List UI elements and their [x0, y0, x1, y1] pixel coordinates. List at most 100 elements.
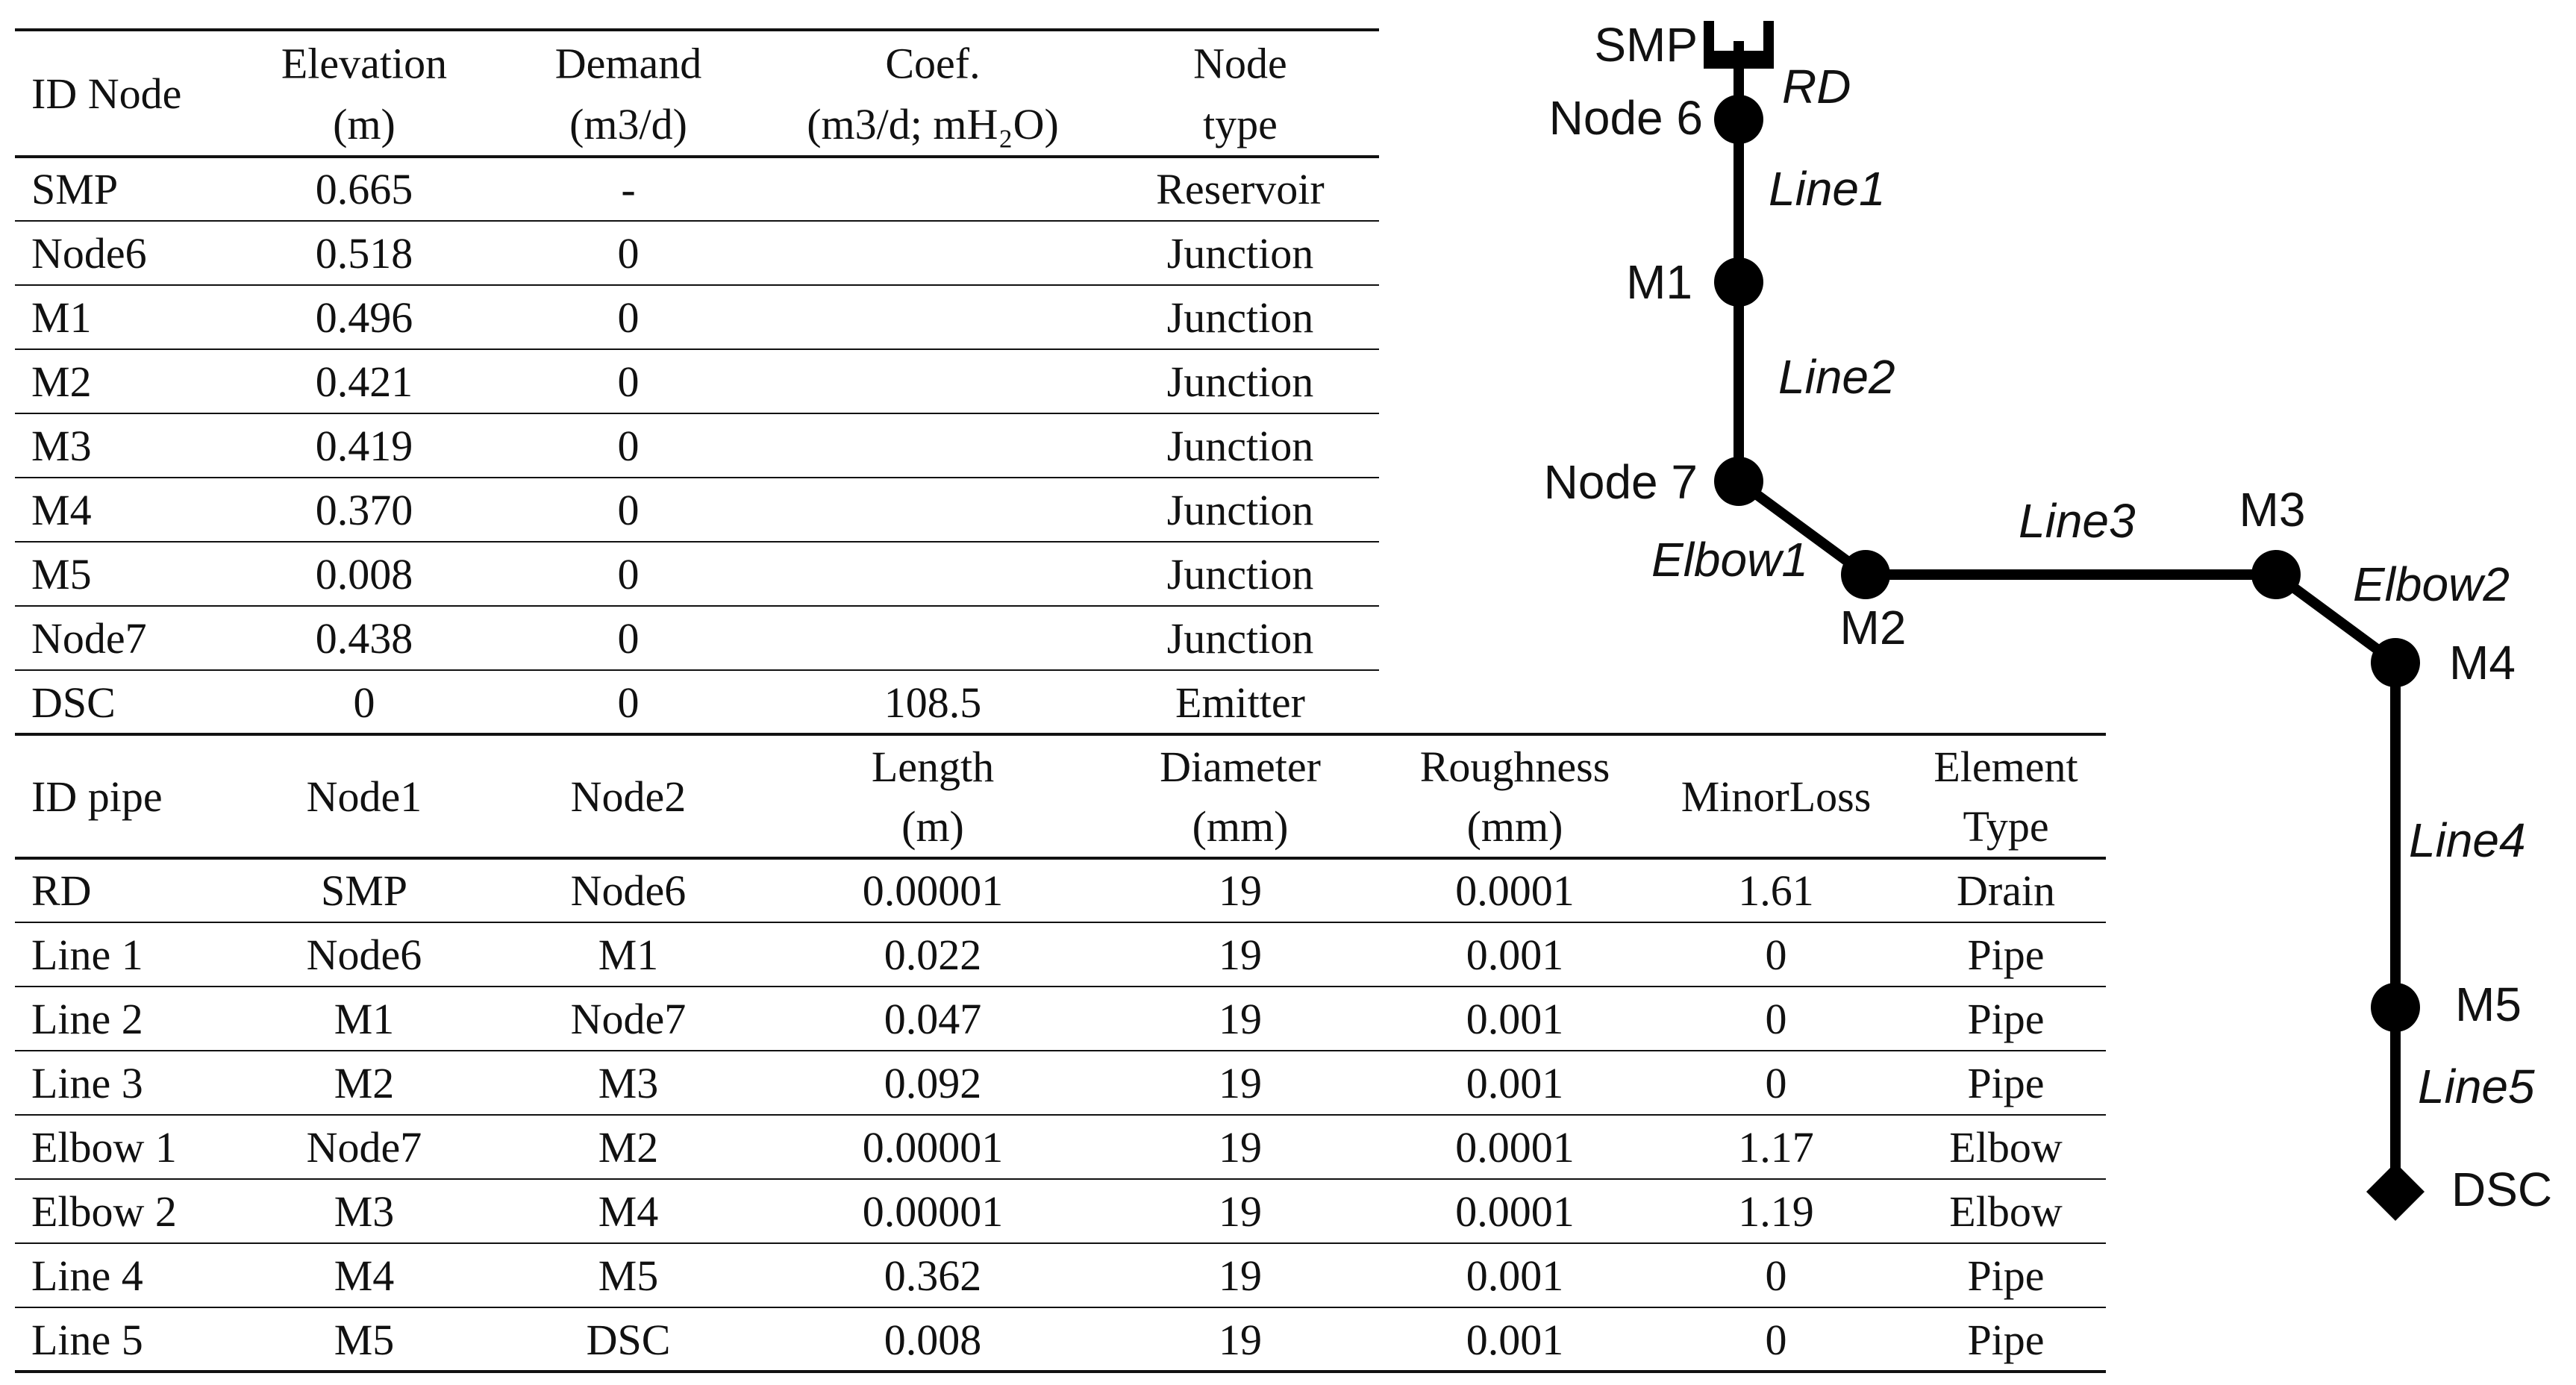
- label-m2: M2: [1840, 601, 1907, 654]
- pipes-table-header-4-line-0: Diameter: [1160, 742, 1321, 791]
- pipes-table-header-4-line-1: (mm): [1192, 802, 1289, 851]
- label-line5: Line5: [2418, 1060, 2535, 1113]
- nodes-table-cell-0: M1: [31, 293, 92, 342]
- nodes-table-row: M3 0.419 0 Junction: [31, 422, 1313, 470]
- network-diagram: SMP Node 6 M1 Node 7 M2 M3 M4 M5 DSC RD …: [1544, 18, 2552, 1221]
- pipes-table-header-5-line-0: Roughness: [1420, 742, 1610, 791]
- nodes-table-row: M2 0.421 0 Junction: [31, 357, 1313, 406]
- pipes-table-cell-0: Elbow 1: [31, 1123, 177, 1172]
- pipes-table-cell-7: Pipe: [1967, 1316, 2044, 1364]
- pipes-table-cell-2: M5: [598, 1251, 659, 1300]
- pipe-path: [1734, 41, 2401, 1190]
- pipes-table-row: Line 2 M1 Node7 0.047 19 0.001 0 Pipe: [31, 995, 2045, 1043]
- pipes-table-header-1: Node1: [307, 772, 422, 821]
- pipes-table-cell-1: M1: [334, 995, 395, 1043]
- nodes-table: ID Node Elevation (m) Demand (m3/d) Coef. (m3/…: [15, 28, 1379, 727]
- label-node6: Node 6: [1549, 91, 1703, 145]
- pipes-table-header-5-line-1: (mm): [1467, 802, 1563, 851]
- nodes-table-cell-4: Junction: [1167, 357, 1314, 406]
- nodes-table-cell-0: SMP: [31, 165, 118, 213]
- nodes-table-row: Node6 0.518 0 Junction: [31, 229, 1313, 278]
- pipes-table-cell-4: 19: [1219, 866, 1262, 915]
- nodes-table-row: M4 0.370 0 Junction: [31, 486, 1313, 534]
- nodes-table-cell-4: Reservoir: [1156, 165, 1325, 213]
- nodes-table-cell-0: M5: [31, 550, 92, 598]
- nodes-table-cell-2: 0: [618, 486, 640, 534]
- nodes-table-cell-4: Junction: [1167, 486, 1314, 534]
- pipes-table-cell-7: Pipe: [1967, 995, 2044, 1043]
- nodes-table-row: M5 0.008 0 Junction: [31, 550, 1313, 598]
- pipes-table-cell-7: Elbow: [1949, 1123, 2063, 1172]
- node-6-marker: [1714, 95, 1763, 144]
- pipes-table-cell-2: DSC: [587, 1316, 671, 1364]
- pipes-table-cell-5: 0.0001: [1455, 866, 1575, 915]
- pipes-table-cell-3: 0.00001: [863, 1123, 1004, 1172]
- pipes-table-header-0: ID pipe: [31, 772, 163, 821]
- nodes-table-cell-2: -: [621, 165, 635, 213]
- pipes-table-cell-7: Pipe: [1967, 1059, 2044, 1107]
- nodes-table-row: M1 0.496 0 Junction: [31, 293, 1313, 342]
- pipes-table-cell-7: Elbow: [1949, 1187, 2063, 1236]
- label-elbow2: Elbow2: [2353, 557, 2510, 611]
- nodes-table-cell-1: 0.518: [316, 229, 413, 278]
- pipes-table-cell-0: Line 5: [31, 1316, 143, 1364]
- node-m2-marker: [1841, 550, 1890, 599]
- node-m1-marker: [1714, 257, 1763, 307]
- pipes-table-row: Elbow 2 M3 M4 0.00001 19 0.0001 1.19 Elbow: [31, 1187, 2063, 1236]
- nodes-table-cell-1: 0.008: [316, 550, 413, 598]
- pipes-table-cell-1: M5: [334, 1316, 395, 1364]
- label-smp: SMP: [1594, 18, 1698, 72]
- pipes-table-cell-0: Elbow 2: [31, 1187, 177, 1236]
- nodes-table-cell-0: M4: [31, 486, 92, 534]
- pipes-table-row: Line 5 M5 DSC 0.008 19 0.001 0 Pipe: [31, 1316, 2045, 1364]
- label-elbow1: Elbow1: [1651, 533, 1808, 587]
- label-rd: RD: [1782, 60, 1851, 113]
- nodes-table-cell-4: Junction: [1167, 229, 1314, 278]
- label-m5: M5: [2455, 978, 2522, 1031]
- nodes-table-header-4-line-1: type: [1203, 100, 1278, 148]
- nodes-table-cell-4: Junction: [1167, 550, 1314, 598]
- pipes-table-cell-1: M2: [334, 1059, 395, 1107]
- pipes-table-cell-5: 0.001: [1466, 1059, 1564, 1107]
- nodes-table-cell-2: 0: [618, 229, 640, 278]
- label-line1: Line1: [1769, 162, 1886, 216]
- pipes-table-cell-4: 19: [1219, 1251, 1262, 1300]
- pipes-table-cell-1: Node7: [307, 1123, 422, 1172]
- pipes-table-cell-3: 0.362: [884, 1251, 982, 1300]
- pipes-table-header-3-line-0: Length: [872, 742, 994, 791]
- nodes-table-cell-0: Node6: [31, 229, 147, 278]
- pipes-table-cell-0: Line 3: [31, 1059, 143, 1107]
- pipes-table-header-2: Node2: [571, 772, 687, 821]
- pipes-table-cell-0: Line 2: [31, 995, 143, 1043]
- pipes-table-cell-6: 1.19: [1738, 1187, 1814, 1236]
- node-m4-marker: [2371, 638, 2420, 687]
- pipes-table-cell-6: 0: [1766, 1316, 1787, 1364]
- pipes-table-cell-5: 0.0001: [1455, 1123, 1575, 1172]
- pipes-table-row: Line 3 M2 M3 0.092 19 0.001 0 Pipe: [31, 1059, 2045, 1107]
- pipes-table-cell-4: 19: [1219, 931, 1262, 979]
- label-m1: M1: [1626, 255, 1692, 309]
- pipes-table-cell-6: 0: [1766, 1251, 1787, 1300]
- nodes-table-row: SMP 0.665 - Reservoir: [31, 165, 1325, 213]
- pipes-table-cell-6: 1.17: [1738, 1123, 1814, 1172]
- pipes-table-header-7-line-0: Element: [1933, 742, 2078, 791]
- pipes-table-cell-2: M2: [598, 1123, 659, 1172]
- nodes-table-cell-4: Junction: [1167, 614, 1314, 663]
- pipes-table: ID pipe Node1 Node2 Length (m) Diameter (mm) Ro…: [15, 733, 2106, 1373]
- nodes-table-header-1-line-1: (m): [333, 100, 396, 148]
- pipes-table-cell-4: 19: [1219, 1187, 1262, 1236]
- pipes-table-cell-3: 0.00001: [863, 866, 1004, 915]
- nodes-table-cell-1: 0: [354, 678, 375, 727]
- pipes-table-cell-4: 19: [1219, 995, 1262, 1043]
- pipes-table-row: Line 1 Node6 M1 0.022 19 0.001 0 Pipe: [31, 931, 2045, 979]
- nodes-table-header-4-line-0: Node: [1193, 40, 1287, 88]
- pipes-table-cell-7: Pipe: [1967, 931, 2044, 979]
- pipes-table-cell-5: 0.001: [1466, 995, 1564, 1043]
- nodes-table-cell-0: M2: [31, 357, 92, 406]
- pipes-table-cell-6: 0: [1766, 931, 1787, 979]
- pipes-table-cell-2: M4: [598, 1187, 659, 1236]
- nodes-table-cell-2: 0: [618, 293, 640, 342]
- nodes-table-cell-2: 0: [618, 550, 640, 598]
- nodes-table-cell-2: 0: [618, 422, 640, 470]
- pipes-table-cell-4: 19: [1219, 1316, 1262, 1364]
